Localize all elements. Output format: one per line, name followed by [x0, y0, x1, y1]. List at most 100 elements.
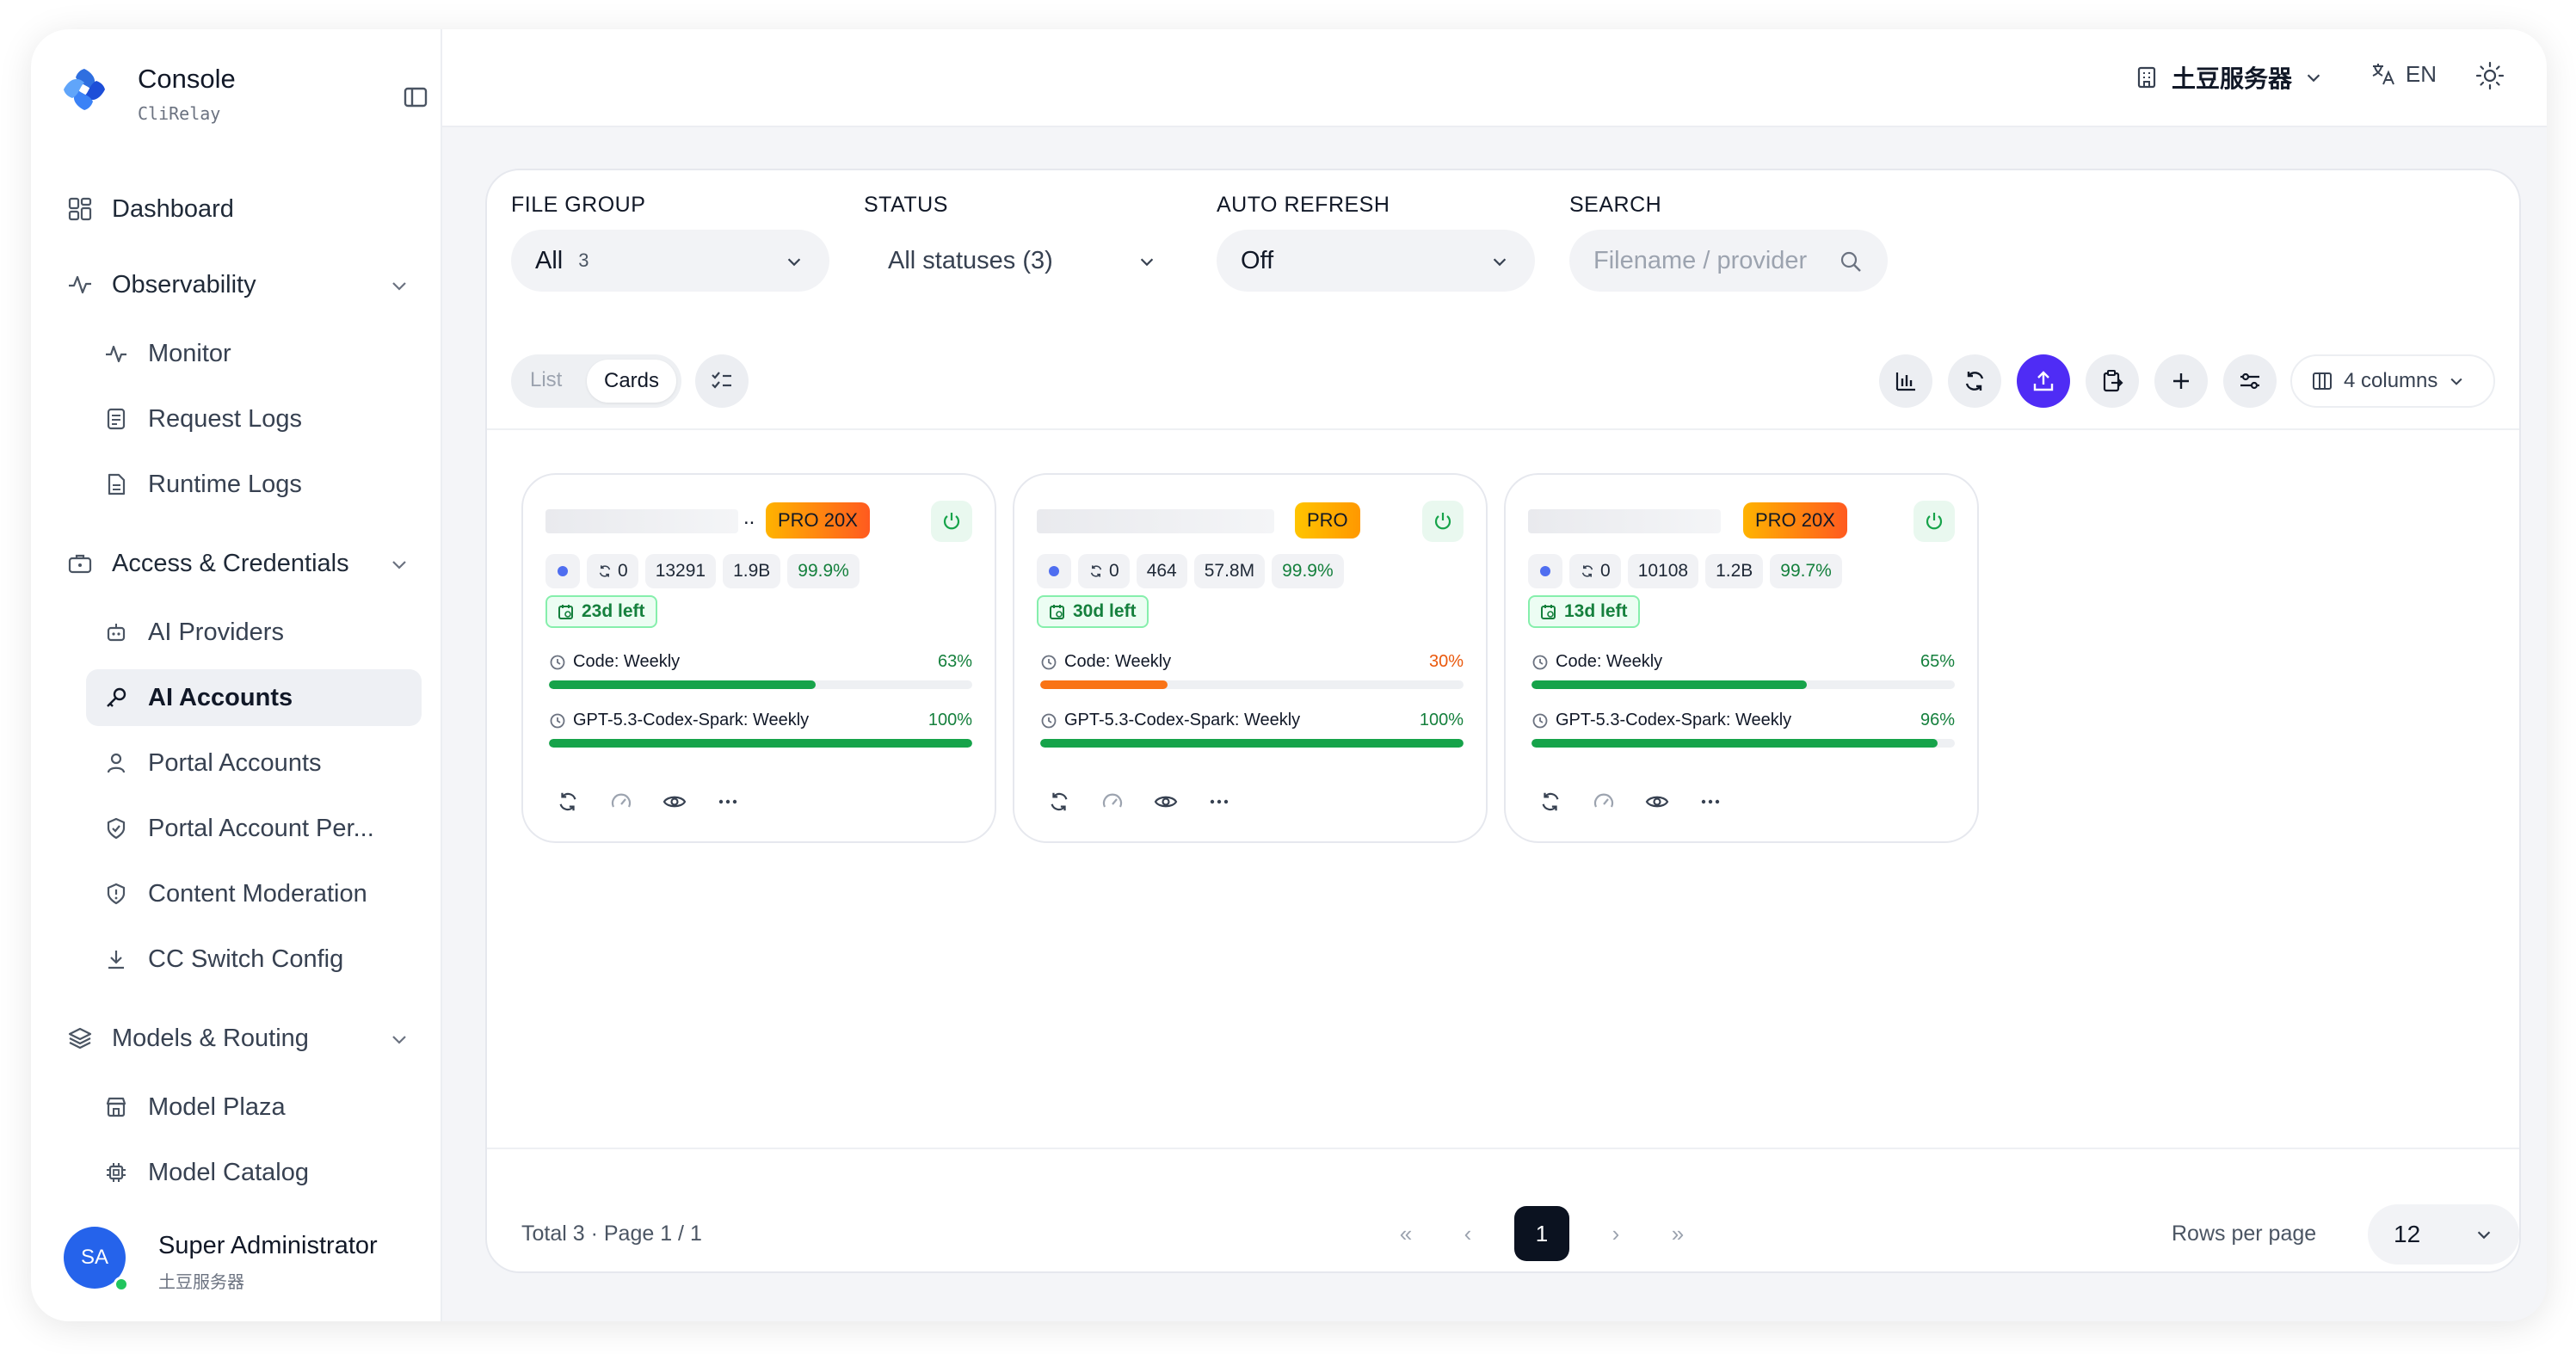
status-select[interactable]: All statuses (3)	[864, 230, 1182, 292]
eye-icon[interactable]	[1154, 790, 1178, 814]
refresh-icon	[1581, 565, 1593, 577]
filter-settings-button[interactable]	[2223, 354, 2277, 408]
columns-icon	[2313, 372, 2332, 390]
view-toggle: List Cards	[511, 354, 681, 408]
language-switcher[interactable]: EN	[2370, 60, 2437, 88]
file-group-select[interactable]: All 3	[511, 230, 829, 292]
sidebar-group-observability[interactable]: Observability	[65, 256, 422, 313]
quota-name: Code: Weekly	[1556, 652, 1663, 671]
building-icon	[2137, 66, 2156, 89]
language-label: EN	[2405, 60, 2437, 87]
user-name: Super Administrator	[158, 1232, 378, 1259]
log-icon	[102, 404, 131, 434]
user-icon	[102, 748, 131, 778]
filter-auto-refresh: AUTO REFRESH Off	[1217, 193, 1535, 292]
toggle-enabled-button[interactable]	[1422, 501, 1464, 542]
chevron-down-icon	[2450, 378, 2462, 385]
sidebar-item-cc-switch-config[interactable]: CC Switch Config	[86, 931, 422, 988]
refresh-icon[interactable]	[1047, 790, 1071, 814]
batch-select-button[interactable]	[695, 354, 749, 408]
success-rate-chip: 99.9%	[1272, 554, 1344, 588]
retry-count: 0	[1109, 561, 1119, 581]
view-list-option[interactable]: List	[530, 368, 563, 391]
account-card[interactable]: PRO 0 464 57.8M 99.9% 30d left Code: Wee…	[1013, 473, 1488, 843]
last-page-button[interactable]: »	[1671, 1220, 1685, 1246]
sidebar-item-portal-accounts[interactable]: Portal Accounts	[86, 735, 422, 791]
rows-per-page-select[interactable]: 12	[2368, 1204, 2519, 1265]
filter-file-group: FILE GROUP All 3	[511, 193, 829, 292]
sidebar-item-dashboard[interactable]: Dashboard	[65, 181, 422, 237]
sidebar-toggle-icon[interactable]	[401, 83, 430, 112]
plan-badge: PRO 20X	[1743, 502, 1847, 539]
first-page-button[interactable]: «	[1399, 1220, 1413, 1246]
eye-icon[interactable]	[1645, 790, 1669, 814]
retry-count-chip: 0	[1569, 554, 1621, 588]
quota-name: GPT-5.3-Codex-Spark: Weekly	[1556, 711, 1792, 729]
sidebar-item-ai-providers[interactable]: AI Providers	[86, 604, 422, 661]
auto-refresh-select[interactable]: Off	[1217, 230, 1535, 292]
add-button[interactable]	[2154, 354, 2208, 408]
prev-page-button[interactable]: ‹	[1464, 1220, 1472, 1246]
shield-check-icon	[102, 814, 131, 843]
quota-row: GPT-5.3-Codex-Spark: Weekly 96%	[1531, 711, 1955, 748]
more-icon[interactable]	[1207, 790, 1231, 814]
refresh-icon[interactable]	[1538, 790, 1562, 814]
quota-name: Code: Weekly	[1064, 652, 1172, 671]
provider-icon	[1037, 554, 1071, 588]
account-card[interactable]: PRO 20X 0 10108 1.2B 99.7% 13d left Code…	[1504, 473, 1979, 843]
upload-button[interactable]	[2017, 354, 2070, 408]
sidebar-item-ai-accounts[interactable]: AI Accounts	[86, 669, 422, 726]
columns-select[interactable]: 4 columns	[2290, 354, 2495, 408]
request-count-chip: 464	[1136, 554, 1187, 588]
sidebar-item-label: Request Logs	[148, 404, 302, 433]
card-actions	[1047, 790, 1231, 814]
status-value: All statuses (3)	[888, 246, 1053, 274]
user-profile[interactable]: SA Super Administrator 土豆服务器	[53, 1206, 423, 1301]
search-input[interactable]: Filename / provider	[1569, 230, 1888, 292]
sidebar-item-model-plaza[interactable]: Model Plaza	[86, 1079, 422, 1136]
sidebar-group-access[interactable]: Access & Credentials	[65, 535, 422, 592]
sidebar-group-models-routing[interactable]: Models & Routing	[65, 1010, 422, 1067]
eye-icon[interactable]	[662, 790, 687, 814]
next-page-button[interactable]: ›	[1612, 1220, 1620, 1246]
sidebar-item-label: AI Accounts	[148, 683, 293, 711]
gauge-icon[interactable]	[609, 790, 633, 814]
stats-row: 0 10108 1.2B 99.7%	[1528, 554, 1842, 588]
activity-icon	[65, 270, 95, 299]
export-button[interactable]	[2086, 354, 2139, 408]
card-actions	[556, 790, 740, 814]
layers-icon	[65, 1024, 95, 1053]
quota-bar	[1040, 739, 1464, 748]
retry-count: 0	[618, 561, 628, 581]
sidebar-item-content-moderation[interactable]: Content Moderation	[86, 865, 422, 922]
quota-bar	[1040, 680, 1464, 689]
sidebar-item-request-logs[interactable]: Request Logs	[86, 391, 422, 447]
power-icon	[1926, 513, 1943, 530]
sidebar-item-monitor[interactable]: Monitor	[86, 325, 422, 382]
refresh-button[interactable]	[1948, 354, 2001, 408]
view-cards-option[interactable]: Cards	[587, 360, 676, 403]
toggle-enabled-button[interactable]	[931, 501, 972, 542]
stats-button[interactable]	[1879, 354, 1932, 408]
sun-icon[interactable]	[2474, 60, 2505, 91]
account-card[interactable]: .. PRO 20X 0 13291 1.9B 99.9% 23d left C…	[521, 473, 996, 843]
more-icon[interactable]	[1698, 790, 1722, 814]
refresh-icon[interactable]	[556, 790, 580, 814]
sidebar-item-portal-account-permissions[interactable]: Portal Account Per...	[86, 800, 422, 857]
filter-label: AUTO REFRESH	[1217, 193, 1390, 217]
sidebar-item-runtime-logs[interactable]: Runtime Logs	[86, 456, 422, 513]
retry-count: 0	[1600, 561, 1611, 581]
plus-icon	[2173, 373, 2189, 389]
sidebar-item-model-catalog[interactable]: Model Catalog	[86, 1144, 422, 1201]
quota-name: Code: Weekly	[573, 652, 681, 671]
filter-label: SEARCH	[1569, 193, 1662, 217]
gauge-icon[interactable]	[1592, 790, 1616, 814]
server-selector[interactable]: 土豆服务器	[2134, 60, 2323, 95]
token-count-chip: 1.9B	[723, 554, 781, 588]
current-page-button[interactable]: 1	[1514, 1206, 1569, 1261]
more-icon[interactable]	[716, 790, 740, 814]
gauge-icon[interactable]	[1100, 790, 1125, 814]
toggle-enabled-button[interactable]	[1914, 501, 1955, 542]
token-count-chip: 57.8M	[1193, 554, 1266, 588]
sidebar-group-label: Models & Routing	[112, 1024, 309, 1052]
